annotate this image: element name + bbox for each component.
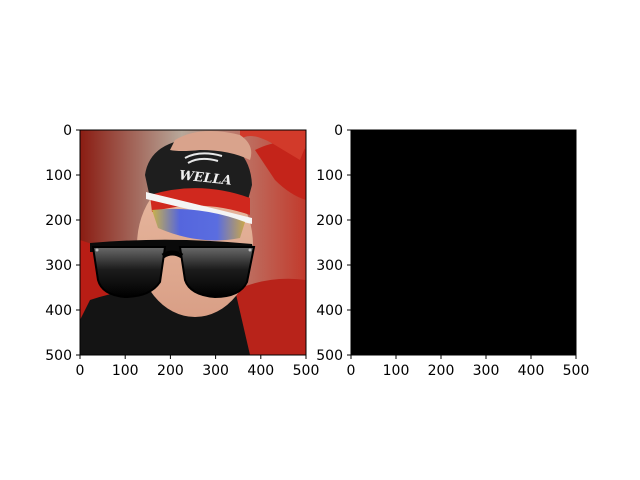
right-axes-frame (350, 129, 577, 356)
right-x-tick-label-500: 500 (563, 363, 590, 379)
left-x-tick-label-500: 500 (293, 363, 320, 379)
left-axes-frame (79, 129, 307, 356)
left-y-tick-label-500: 500 (45, 348, 72, 364)
left-x-tick-label-100: 100 (112, 363, 139, 379)
cap-logo-text: WELLA (178, 168, 232, 188)
right-y-tick-label-500: 500 (316, 348, 343, 364)
right-y-tick-label-400: 400 (316, 303, 343, 319)
right-y-tick-label-300: 300 (316, 258, 343, 274)
right-image (351, 130, 576, 355)
right-y-tick-label-100: 100 (316, 168, 343, 184)
left-image: WELLA (80, 130, 306, 355)
left-x-tick-label-300: 300 (202, 363, 229, 379)
left-y-tick-label-300: 300 (45, 258, 72, 274)
left-y-tick-label-100: 100 (45, 168, 72, 184)
right-x-tick-label-200: 200 (428, 363, 455, 379)
left-y-tick-label-0: 0 (63, 123, 72, 139)
left-y-tick-label-400: 400 (45, 303, 72, 319)
right-y-tick-label-0: 0 (334, 123, 343, 139)
left-x-tick-label-400: 400 (247, 363, 274, 379)
left-x-tick-label-200: 200 (157, 363, 184, 379)
right-x-tick-label-300: 300 (473, 363, 500, 379)
right-x-tick-label-100: 100 (383, 363, 410, 379)
left-x-tick-label-0: 0 (76, 363, 85, 379)
right-x-tick-label-0: 0 (347, 363, 356, 379)
left-y-tick-label-200: 200 (45, 213, 72, 229)
right-y-tick-label-200: 200 (316, 213, 343, 229)
right-x-tick-label-400: 400 (518, 363, 545, 379)
sunglasses-overlay (90, 239, 256, 299)
